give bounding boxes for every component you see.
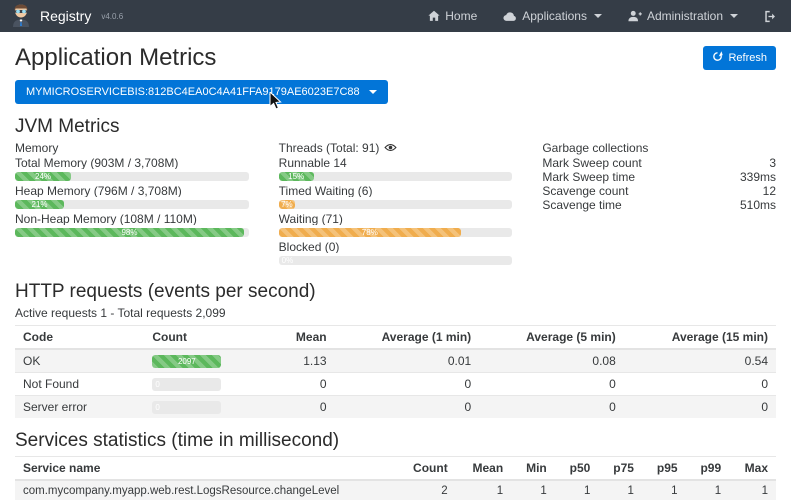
avg5-value: 0.08 (479, 349, 624, 373)
table-row: Not Found 0 0 0 0 0 (15, 373, 776, 396)
nav-item-applications[interactable]: Applications (503, 9, 602, 23)
memory-column: Memory Total Memory (903M / 3,708M) 24% … (15, 142, 249, 269)
service-name: com.mycompany.myapp.web.rest.LogsResourc… (15, 480, 396, 500)
gc-row: Mark Sweep count3 (542, 157, 776, 171)
column-header: Average (1 min) (335, 326, 480, 350)
http-requests-summary: Active requests 1 - Total requests 2,099 (15, 307, 776, 320)
nav-item-home[interactable]: Home (428, 9, 477, 23)
http-requests-table: Code Count Mean Average (1 min) Average … (15, 325, 776, 418)
gc-row: Scavenge time510ms (542, 199, 776, 213)
services-statistics-title: Services statistics (time in millisecond… (15, 430, 776, 452)
brand-name: Registry (40, 8, 91, 24)
count-progress: 2097 (152, 355, 221, 368)
column-header: Average (15 min) (624, 326, 776, 350)
column-header: p99 (686, 457, 730, 481)
column-header: p50 (555, 457, 599, 481)
mean-value: 0 (266, 396, 334, 419)
column-header: Code (15, 326, 144, 350)
column-header: Count (396, 457, 456, 481)
avg15-value: 0 (624, 396, 776, 419)
metric-label: Waiting (71) (279, 213, 513, 225)
gc-row: Scavenge count12 (542, 185, 776, 199)
column-header: Count (144, 326, 266, 350)
sign-out-button[interactable] (764, 10, 777, 23)
avg1-value: 0 (335, 373, 480, 396)
timed-waiting-progress: 7% (279, 200, 513, 209)
mean-value: 0 (266, 373, 334, 396)
column-header: Average (5 min) (479, 326, 624, 350)
avg1-value: 0.01 (335, 349, 480, 373)
gc-title: Garbage collections (542, 142, 776, 155)
memory-title: Memory (15, 142, 249, 155)
count-progress: 0 (152, 401, 221, 414)
instance-selector-dropdown[interactable]: MYMICROSERVICEBIS:812BC4EA0C4A41FFA9179A… (15, 80, 388, 104)
table-header-row: Service name Count Mean Min p50 p75 p95 … (15, 457, 776, 481)
column-header: Service name (15, 457, 396, 481)
http-requests-title: HTTP requests (events per second) (15, 281, 776, 303)
column-header: Mean (266, 326, 334, 350)
total-memory-progress: 24% (15, 172, 249, 181)
waiting-progress: 78% (279, 228, 513, 237)
user-plus-icon (628, 10, 642, 22)
gc-value: 12 (763, 185, 776, 198)
cloud-icon (503, 11, 517, 22)
gc-column: Garbage collections Mark Sweep count3 Ma… (542, 142, 776, 269)
chevron-down-icon (730, 14, 738, 18)
avg5-value: 0 (479, 396, 624, 419)
jhipster-logo-icon (10, 3, 32, 30)
home-icon (428, 10, 440, 22)
column-header: p75 (598, 457, 642, 481)
services-statistics-table: Service name Count Mean Min p50 p75 p95 … (15, 456, 776, 500)
gc-value: 339ms (740, 171, 776, 184)
brand-link[interactable]: Registry v4.0.6 (10, 3, 123, 30)
refresh-icon (712, 51, 723, 65)
count-progress: 0 (152, 378, 221, 391)
http-code: Not Found (15, 373, 144, 396)
nav-item-administration[interactable]: Administration (628, 9, 738, 23)
mean-value: 1.13 (266, 349, 334, 373)
column-header: Mean (456, 457, 511, 481)
navbar: Registry v4.0.6 Home Applications (0, 0, 791, 32)
chevron-down-icon (594, 14, 602, 18)
table-row: OK 2097 1.13 0.01 0.08 0.54 (15, 349, 776, 373)
table-header-row: Code Count Mean Average (1 min) Average … (15, 326, 776, 350)
gc-row: Mark Sweep time339ms (542, 171, 776, 185)
http-code: OK (15, 349, 144, 373)
column-header: Max (729, 457, 776, 481)
avg5-value: 0 (479, 373, 624, 396)
chevron-down-icon (369, 90, 377, 94)
nonheap-memory-progress: 98% (15, 228, 249, 237)
jvm-metrics-title: JVM Metrics (15, 116, 776, 138)
column-header: Min (511, 457, 555, 481)
page-title: Application Metrics (15, 44, 216, 72)
metric-label: Runnable 14 (279, 157, 513, 169)
gc-value: 3 (769, 157, 776, 170)
threads-column: Threads (Total: 91) Runnable 14 15% Time… (279, 142, 513, 269)
http-code: Server error (15, 396, 144, 419)
table-row: Server error 0 0 0 0 0 (15, 396, 776, 419)
avg15-value: 0 (624, 373, 776, 396)
runnable-progress: 15% (279, 172, 513, 181)
metric-label: Non-Heap Memory (108M / 110M) (15, 213, 249, 225)
metric-label: Total Memory (903M / 3,708M) (15, 157, 249, 169)
heap-memory-progress: 21% (15, 200, 249, 209)
metric-label: Blocked (0) (279, 241, 513, 253)
threads-title: Threads (Total: 91) (279, 142, 380, 155)
refresh-button[interactable]: Refresh (703, 46, 776, 70)
metric-label: Timed Waiting (6) (279, 185, 513, 197)
brand-version: v4.0.6 (101, 12, 123, 21)
gc-value: 510ms (740, 199, 776, 212)
metric-label: Heap Memory (796M / 3,708M) (15, 185, 249, 197)
navbar-menu: Home Applications Administration (428, 9, 777, 23)
column-header: p95 (642, 457, 686, 481)
avg15-value: 0.54 (624, 349, 776, 373)
avg1-value: 0 (335, 396, 480, 419)
blocked-progress: 0% (279, 256, 513, 265)
eye-icon[interactable] (384, 142, 397, 155)
table-row: com.mycompany.myapp.web.rest.LogsResourc… (15, 480, 776, 500)
sign-out-icon (764, 10, 777, 23)
